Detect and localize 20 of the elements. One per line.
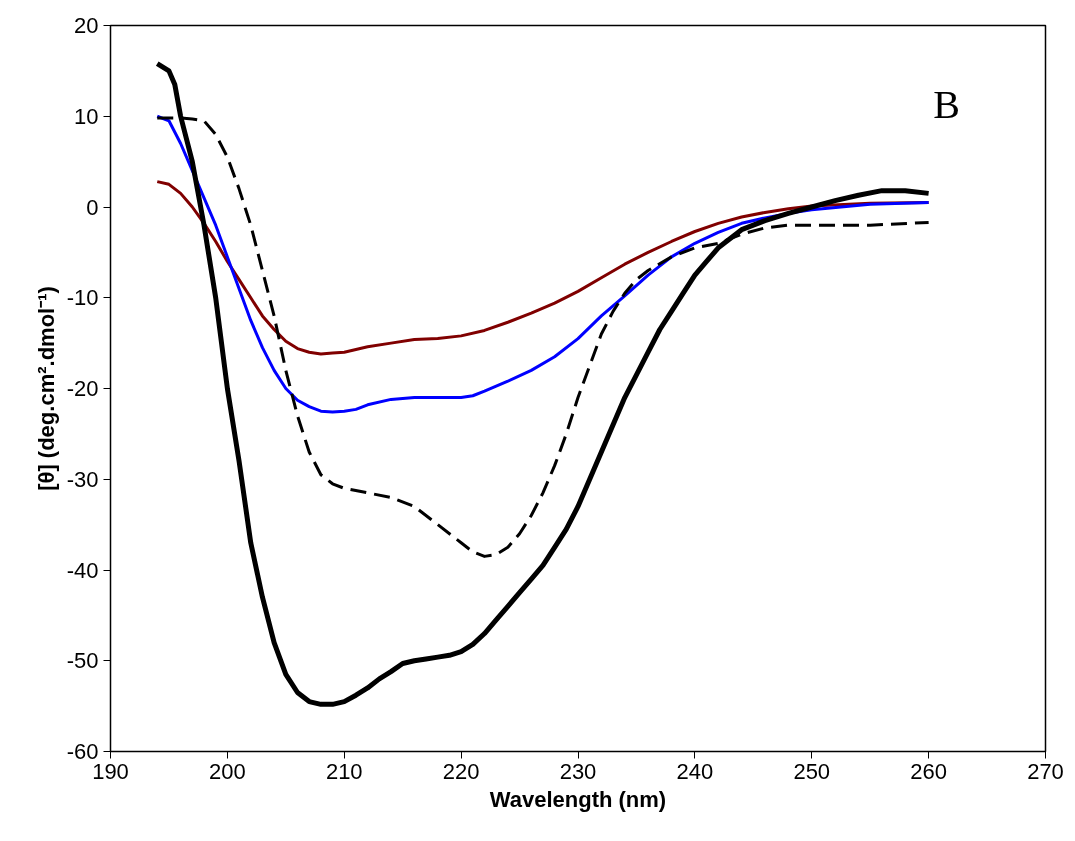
annotation: B bbox=[933, 82, 960, 128]
x-tick-label: 240 bbox=[676, 758, 714, 784]
line-series bbox=[155, 114, 931, 414]
y-tick-label: -30 bbox=[66, 466, 99, 492]
y-tick-label: -40 bbox=[66, 557, 99, 583]
x-tick-label: 250 bbox=[793, 758, 831, 784]
x-tick-label: 270 bbox=[1027, 758, 1064, 784]
x-tick-label: 260 bbox=[910, 758, 947, 784]
x-axis-title: Wavelength (nm) bbox=[489, 786, 667, 812]
x-tick-label: 210 bbox=[325, 758, 363, 784]
x-tick-label: 200 bbox=[209, 758, 246, 784]
y-tick-label: -50 bbox=[66, 648, 99, 674]
y-tick-label: -10 bbox=[66, 285, 99, 311]
y-tick-label: 0 bbox=[86, 194, 99, 220]
x-tick-label: 220 bbox=[442, 758, 480, 784]
y-tick-label: 10 bbox=[74, 103, 99, 129]
y-axis-title: [θ] (deg.cm².dmol⁻¹) bbox=[33, 286, 59, 491]
x-tick-label: 230 bbox=[559, 758, 597, 784]
y-tick-label: -20 bbox=[66, 376, 99, 401]
y-tick-label: 20 bbox=[74, 13, 99, 38]
